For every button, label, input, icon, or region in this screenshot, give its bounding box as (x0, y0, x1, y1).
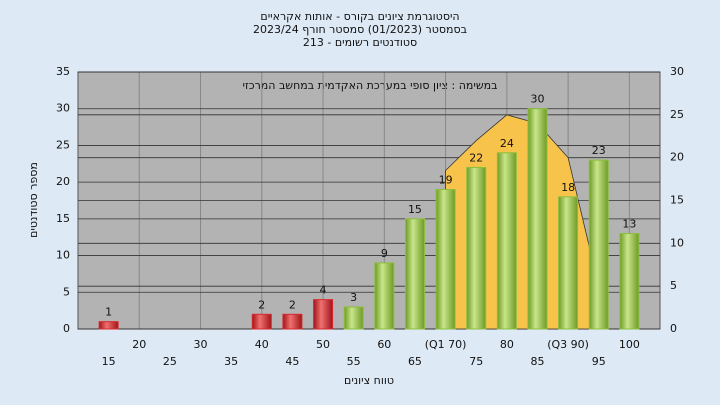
data-label: 9 (381, 247, 388, 260)
x-tick-label: 45 (285, 355, 299, 368)
data-label: 23 (592, 144, 606, 157)
y-tick-label: 5 (63, 285, 70, 298)
y-axis-label: מספר סטודנטים (27, 162, 40, 238)
bar (588, 159, 609, 330)
bar (251, 313, 272, 330)
x-tick-label: 100 (619, 338, 640, 351)
data-label: 22 (469, 151, 483, 164)
x-tick-label: 80 (500, 338, 514, 351)
bar (282, 313, 303, 330)
x-tick-label: 95 (592, 355, 606, 368)
subtitle: במשימה : ציון סופי במערכת האקדמית במחשב … (243, 79, 498, 92)
y2-tick-label: 5 (670, 279, 677, 292)
x-tick-label: 20 (132, 338, 146, 351)
data-label: 3 (350, 291, 357, 304)
title-line: היסטוגרמת ציונים בקורס - אותות אקראיים (260, 10, 459, 23)
x-tick-label: 40 (255, 338, 269, 351)
bar (313, 299, 334, 330)
data-label: 13 (622, 218, 636, 231)
y-tick-label: 15 (56, 212, 70, 225)
bar (374, 262, 395, 330)
x-tick-label: (Q1 70) (425, 338, 467, 351)
y2-tick-label: 25 (670, 108, 684, 121)
data-label: 2 (289, 298, 296, 311)
x-tick-label: (Q3 90) (547, 338, 589, 351)
bar (527, 108, 548, 330)
data-label: 18 (561, 181, 575, 194)
bar (496, 152, 517, 330)
bar (98, 321, 119, 330)
y2-tick-label: 20 (670, 151, 684, 164)
title-line: סטודנטים רשומים - 213 (303, 36, 417, 49)
x-tick-label: 25 (163, 355, 177, 368)
bar (466, 166, 487, 330)
x-axis-label: טווח ציונים (344, 374, 394, 387)
x-tick-label: 35 (224, 355, 238, 368)
bar (558, 196, 579, 330)
y2-tick-label: 15 (670, 194, 684, 207)
x-tick-label: 30 (194, 338, 208, 351)
data-label: 1 (105, 306, 112, 319)
y2-tick-label: 0 (670, 322, 677, 335)
x-tick-label: 55 (347, 355, 361, 368)
x-tick-label: 15 (102, 355, 116, 368)
x-tick-label: 65 (408, 355, 422, 368)
x-tick-label: 50 (316, 338, 330, 351)
x-tick-label: 85 (530, 355, 544, 368)
x-tick-label: 60 (377, 338, 391, 351)
y-tick-label: 20 (56, 175, 70, 188)
bar (343, 306, 364, 330)
bar (404, 218, 425, 330)
data-label: 30 (530, 93, 544, 106)
data-label: 15 (408, 203, 422, 216)
x-tick-label: 75 (469, 355, 483, 368)
bar (619, 233, 640, 330)
y-tick-label: 0 (63, 322, 70, 335)
y2-tick-label: 30 (670, 65, 684, 78)
data-label: 19 (439, 173, 453, 186)
data-label: 24 (500, 137, 514, 150)
data-label: 4 (320, 284, 327, 297)
y2-tick-label: 10 (670, 236, 684, 249)
bar (435, 188, 456, 330)
y-tick-label: 25 (56, 138, 70, 151)
y-tick-label: 10 (56, 249, 70, 262)
y-tick-label: 30 (56, 102, 70, 115)
y-tick-label: 35 (56, 65, 70, 78)
title-line: בסמסטר (01/2023) סמסטר חורף 2023/24 (253, 23, 467, 36)
data-label: 2 (258, 298, 265, 311)
